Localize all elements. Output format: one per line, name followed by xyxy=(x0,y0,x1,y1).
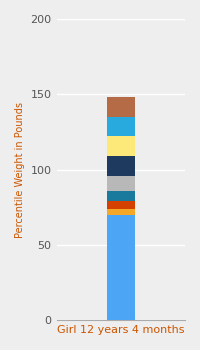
Bar xyxy=(107,97,135,117)
Bar xyxy=(107,215,135,320)
Bar xyxy=(107,117,135,136)
Bar xyxy=(107,136,135,156)
Y-axis label: Percentile Weight in Pounds: Percentile Weight in Pounds xyxy=(15,102,25,238)
Bar xyxy=(107,176,135,191)
Bar xyxy=(107,209,135,215)
Bar xyxy=(107,201,135,209)
Bar xyxy=(107,191,135,201)
Bar xyxy=(107,156,135,176)
